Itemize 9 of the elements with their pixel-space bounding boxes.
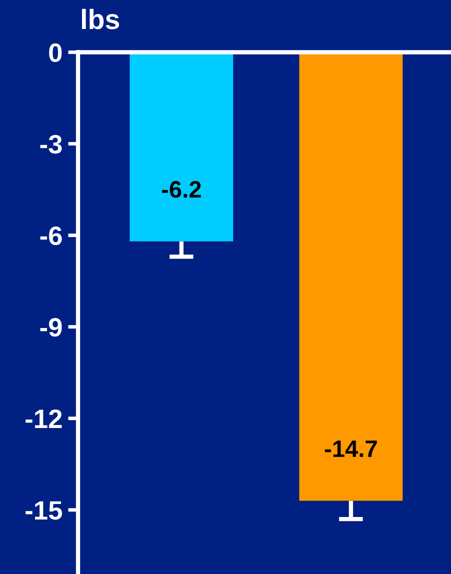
y-tick-label: 0: [49, 43, 62, 62]
y-tick-label: -12: [26, 410, 62, 428]
data-label: -6.2: [162, 181, 201, 198]
y-tick-label: -15: [26, 501, 62, 520]
y-tick-label: -6: [40, 226, 62, 246]
y-tick-label: -3: [40, 134, 62, 154]
y-axis-title: lbs: [82, 8, 120, 30]
y-tick-label: -9: [40, 318, 62, 337]
data-label: -14.7: [324, 440, 377, 457]
